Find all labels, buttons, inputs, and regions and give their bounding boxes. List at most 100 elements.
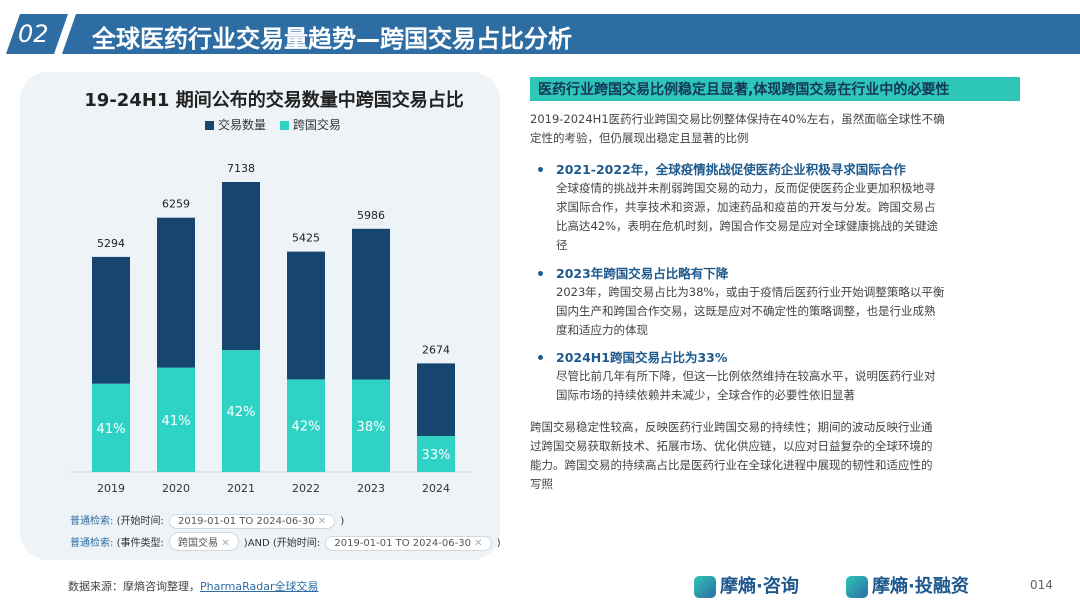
search-label-1[interactable]: 普通检索: (70, 516, 114, 527)
search-row-2: 普通检索: (事件类型: 跨国交易 ✕ )AND (开始时间: 2019-01-… (70, 532, 501, 551)
bar-total-2023 (352, 228, 390, 380)
close-icon[interactable]: ✕ (317, 516, 327, 527)
bar-crossborder-2024 (417, 436, 455, 472)
legend-item-total: 交易数量 (205, 116, 266, 133)
bar-chart: 5294 41% 2019 6259 41% 2020 7138 42% 2021 5425 42%… (70, 162, 470, 495)
bar-total-2021 (222, 182, 260, 351)
data-source: 数据来源：摩熵咨询整理，PharmaRadar全球交易 (68, 578, 319, 594)
page-number: 014 (1030, 578, 1053, 592)
logo-icon (694, 576, 716, 598)
source-link[interactable]: PharmaRadar全球交易 (200, 580, 319, 593)
right-headline-bar: 医药行业跨国交易比例稳定且显著,体现跨国交易在行业中的必要性 (530, 77, 1020, 101)
bullet-dot (538, 167, 543, 172)
search-end-2: ) (496, 538, 501, 549)
legend-swatch-total (205, 121, 214, 130)
search-field-2: (事件类型: (116, 538, 164, 549)
bar-total-2022 (287, 251, 325, 380)
search-end-1: ) (340, 516, 345, 527)
search-tag-date-2-text: 2019-01-01 TO 2024-06-30 (334, 538, 471, 549)
bar-crossborder-2020 (157, 367, 195, 472)
page-header: 02 全球医药行业交易量趋势—跨国交易占比分析 (0, 0, 1080, 70)
bullet-3-line: 国际市场的持续依赖并未减少，全球合作的必要性依旧显著 (556, 388, 855, 402)
data-label-share-2019: 41% (97, 422, 126, 437)
section-number-badge: 02 (6, 14, 68, 54)
section-number: 02 (18, 20, 49, 48)
x-tick-label-2019: 2019 (97, 482, 125, 495)
bullet-1-line: 比高达42%，表明在危机时刻，跨国合作交易是应对全球健康挑战的关键途 (556, 219, 939, 233)
logo-icon (846, 576, 868, 598)
source-prefix: 数据来源：摩熵咨询整理， (68, 580, 200, 593)
bullet-1: 2021-2022年，全球疫情挑战促使医药企业积极寻求国际合作 全球疫情的挑战并… (556, 160, 1026, 255)
title-bar: 全球医药行业交易量趋势—跨国交易占比分析 (62, 14, 1080, 54)
bar-crossborder-2021 (222, 350, 260, 472)
close-icon[interactable]: ✕ (474, 538, 483, 549)
bullet-1-line: 全球疫情的挑战并未削弱跨国交易的动力，反而促使医药企业更加积极地寻 (556, 181, 936, 195)
data-label-total-2023: 5986 (357, 209, 385, 222)
conclusion-line: 写照 (530, 477, 553, 491)
logo-investment: 摩熵·投融资 (846, 572, 969, 598)
x-tick-label-2022: 2022 (292, 482, 320, 495)
x-tick-label-2023: 2023 (357, 482, 385, 495)
bullet-3-title: 2024H1跨国交易占比为33% (556, 350, 728, 365)
bar-crossborder-2023 (352, 379, 390, 472)
bar-crossborder-2022 (287, 379, 325, 472)
intro-paragraph: 2019-2024H1医药行业跨国交易比例整体保持在40%左右，虽然面临全球性不… (530, 110, 1024, 148)
legend-swatch-crossborder (279, 121, 289, 130)
data-label-total-2020: 6259 (162, 198, 190, 211)
data-label-total-2019: 5294 (97, 237, 125, 250)
search-field-1: (开始时间: (116, 516, 164, 527)
chart-title: 19-24H1 期间公布的交易数量中跨国交易占比 (84, 90, 464, 111)
logo-consulting-text: 摩熵·咨询 (720, 576, 799, 597)
intro-line: 定性的考验，但仍展现出稳定且显著的比例 (530, 131, 749, 145)
bullet-dot (538, 271, 543, 276)
data-label-total-2024: 2674 (422, 343, 450, 356)
close-icon[interactable]: ✕ (221, 538, 230, 549)
legend-label-total: 交易数量 (218, 118, 267, 132)
conclusion-line: 能力。跨国交易的持续高占比是医药行业在全球化进程中展现的韧性和适应性的 (530, 458, 933, 472)
chart-legend: 交易数量 跨国交易 (205, 116, 351, 133)
search-tag-date-1-text: 2019-01-01 TO 2024-06-30 (178, 516, 315, 527)
bullet-2-line: 国内生产和跨国合作交易，这既是应对不确定性的策略调整，也是行业成熟 (556, 304, 936, 318)
bullet-2: 2023年跨国交易占比略有下降 2023年，跨国交易占比为38%，或由于疫情后医… (556, 264, 1026, 340)
bullet-1-line: 求国际合作，共享技术和资源，加速药品和疫苗的开发与分发。跨国交易占 (556, 200, 936, 214)
bullet-3-line: 尽管比前几年有所下降，但这一比例依然维持在较高水平，说明医药行业对 (556, 369, 936, 383)
data-label-share-2024: 33% (422, 448, 451, 463)
bullet-dot (538, 355, 543, 360)
search-tag-date-2[interactable]: 2019-01-01 TO 2024-06-30 ✕ (325, 536, 492, 551)
bullet-3: 2024H1跨国交易占比为33% 尽管比前几年有所下降，但这一比例依然维持在较高… (556, 348, 1026, 405)
conclusion-line: 跨国交易稳定性较高，反映医药行业跨国交易的持续性；期间的波动反映行业通 (530, 420, 933, 434)
logo-investment-text: 摩熵·投融资 (872, 576, 969, 597)
x-tick-label-2021: 2021 (227, 482, 255, 495)
logo-consulting: 摩熵·咨询 (694, 572, 799, 598)
x-tick-label-2020: 2020 (162, 482, 190, 495)
bullet-2-title: 2023年跨国交易占比略有下降 (556, 266, 729, 281)
legend-label-crossborder: 跨国交易 (292, 118, 341, 132)
conclusion-paragraph: 跨国交易稳定性较高，反映医药行业跨国交易的持续性；期间的波动反映行业通 过跨国交… (530, 418, 1024, 494)
search-mid-2: )AND (开始时间: (243, 538, 321, 549)
bar-total-2020 (157, 217, 195, 368)
data-label-share-2023: 38% (357, 420, 386, 435)
x-tick-label-2024: 2024 (422, 482, 450, 495)
bullet-1-title: 2021-2022年，全球疫情挑战促使医药企业积极寻求国际合作 (556, 162, 906, 177)
right-headline: 医药行业跨国交易比例稳定且显著,体现跨国交易在行业中的必要性 (538, 82, 950, 98)
search-row-1: 普通检索: (开始时间: 2019-01-01 TO 2024-06-30 ✕ … (70, 512, 344, 529)
intro-line: 2019-2024H1医药行业跨国交易比例整体保持在40%左右，虽然面临全球性不… (530, 112, 945, 126)
data-label-total-2021: 7138 (227, 162, 255, 175)
data-label-share-2022: 42% (292, 420, 321, 435)
search-tag-type-text: 跨国交易 (178, 538, 219, 549)
search-tag-type[interactable]: 跨国交易 ✕ (169, 532, 239, 551)
bullet-2-line: 度和适应力的体现 (556, 323, 648, 337)
search-label-2[interactable]: 普通检索: (70, 538, 114, 549)
bullet-1-line: 径 (556, 238, 568, 252)
page-title: 全球医药行业交易量趋势—跨国交易占比分析 (92, 25, 572, 53)
data-label-total-2022: 5425 (292, 232, 320, 245)
search-tag-date-1[interactable]: 2019-01-01 TO 2024-06-30 ✕ (169, 514, 336, 529)
conclusion-line: 过跨国交易获取新技术、拓展市场、优化供应链，以应对日益复杂的全球环境的 (530, 439, 933, 453)
data-label-share-2021: 42% (227, 405, 256, 420)
legend-item-crossborder: 跨国交易 (279, 116, 341, 133)
bar-total-2019 (92, 256, 130, 384)
bar-crossborder-2019 (92, 383, 130, 472)
bullet-2-line: 2023年，跨国交易占比为38%，或由于疫情后医药行业开始调整策略以平衡 (556, 285, 945, 299)
bar-total-2024 (417, 363, 455, 437)
data-label-share-2020: 41% (162, 414, 191, 429)
